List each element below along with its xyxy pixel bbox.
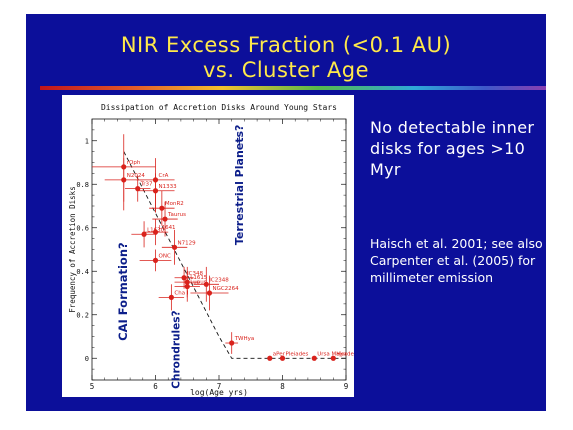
data-point: NGC2264 — [190, 275, 239, 311]
point-label: L1630 — [147, 227, 165, 233]
point-marker — [184, 283, 190, 290]
point-marker — [162, 216, 168, 222]
point-marker — [267, 355, 273, 361]
x-tick-label: 6 — [153, 382, 158, 391]
point-label: rOph — [127, 160, 141, 166]
point-marker — [121, 177, 127, 183]
point-marker — [141, 231, 147, 237]
x-tick-label: 9 — [344, 382, 349, 391]
point-marker — [203, 281, 209, 287]
point-label: Lupus — [190, 279, 206, 285]
data-point: IC348 — [174, 266, 204, 289]
point-label: L1641 — [159, 225, 176, 231]
y-axis: 0 0.2 0.4 0.6 0.8 1 — [76, 129, 346, 381]
point-marker — [330, 355, 336, 361]
point-label: N7129 — [178, 240, 197, 246]
point-marker — [152, 188, 159, 194]
x-axis-label: log(Age yrs) — [190, 388, 248, 397]
point-label: aPer — [273, 351, 286, 357]
x-tick-label: 7 — [217, 382, 222, 391]
data-point: Hyades — [330, 351, 354, 361]
data-point: IC2348 — [193, 266, 229, 302]
chart-annotation: | — [238, 136, 241, 145]
point-label: N2024 — [127, 173, 146, 179]
trend-line — [123, 151, 346, 359]
chart-figure: Dissipation of Accretion Disks Around Yo… — [62, 95, 354, 397]
data-points: rOphN2024Tr37CrAN1333MonR2TaurusL1641L16… — [92, 134, 354, 361]
data-point: MonR2 — [149, 190, 184, 226]
point-marker — [206, 290, 213, 296]
point-label: Tr37 — [140, 182, 153, 188]
x-tick-label: 8 — [280, 382, 285, 391]
point-label: IC2348 — [209, 277, 229, 283]
data-point: L1641 — [142, 219, 176, 246]
y-tick-label: 0.8 — [76, 181, 89, 189]
point-label: MonR2 — [165, 201, 184, 207]
chart-svg: Dissipation of Accretion Disks Around Yo… — [68, 103, 354, 397]
note-references: Haisch et al. 2001; see also Carpenter e… — [370, 236, 543, 285]
x-tick-label: 5 — [90, 382, 95, 391]
y-tick-label: 0.2 — [76, 311, 89, 319]
rainbow-divider — [40, 86, 546, 90]
y-tick-label: 0 — [85, 355, 89, 363]
point-marker — [171, 244, 178, 250]
point-label: IC348 — [187, 271, 203, 277]
data-point: Taurus — [152, 201, 186, 237]
point-marker — [152, 229, 159, 235]
point-marker — [279, 355, 286, 361]
x-axis: 5 6 7 8 9 — [90, 119, 349, 391]
slide-title-line1: NIR Excess Fraction (<0.1 AU) — [120, 33, 452, 57]
y-tick-label: 1 — [85, 137, 89, 145]
point-label: NGC2264 — [212, 286, 239, 292]
point-label: Cha I — [174, 290, 188, 296]
chart-annotation: Chrondrules? — [171, 310, 183, 388]
point-label: TWHya — [234, 336, 255, 342]
y-tick-label: 0.6 — [76, 224, 89, 232]
data-point: ONC — [139, 249, 172, 272]
point-marker — [152, 257, 159, 263]
point-marker — [159, 205, 165, 211]
data-point: N7129 — [161, 229, 197, 265]
data-point: Pleiades — [279, 351, 309, 361]
data-point: Lupus — [174, 271, 207, 302]
note-no-inner-disks: No detectable inner disks for ages >10 M… — [370, 118, 535, 179]
point-marker — [168, 294, 174, 300]
point-marker — [135, 186, 141, 192]
point-label: N1333 — [159, 184, 178, 190]
slide-title-line2: vs. Cluster Age — [202, 58, 370, 82]
chart-title: Dissipation of Accretion Disks Around Yo… — [101, 103, 337, 112]
data-point: Ursa Major — [311, 351, 348, 361]
y-tick-label: 0.4 — [76, 268, 89, 276]
chart-annotation: Terrestrial Planets? — [233, 125, 246, 246]
data-point: Tr37 — [125, 175, 153, 202]
point-label: CrA — [159, 173, 169, 179]
point-label: Hyades — [336, 351, 354, 357]
data-point: TWHya — [225, 332, 254, 354]
data-point: N1333 — [136, 173, 178, 213]
data-point: L1630 — [131, 221, 165, 248]
point-marker — [311, 355, 317, 361]
data-point: Cha I — [158, 284, 189, 311]
slide-background: NIR Excess Fraction (<0.1 AU) vs. Cluste… — [26, 14, 546, 411]
data-point: aPer — [267, 351, 286, 361]
y-axis-label: Frequency of Accretion Disks — [68, 186, 77, 312]
point-marker — [229, 340, 235, 346]
point-label: Taurus — [167, 212, 186, 218]
point-marker — [181, 275, 187, 281]
point-label: L1615 — [190, 275, 208, 281]
chart-annotation: CAI Formation? — [116, 242, 130, 341]
point-label: Pleiades — [286, 351, 309, 357]
point-label: ONC — [159, 253, 171, 259]
plot-frame — [91, 118, 347, 381]
point-label: Ursa Major — [317, 351, 347, 357]
